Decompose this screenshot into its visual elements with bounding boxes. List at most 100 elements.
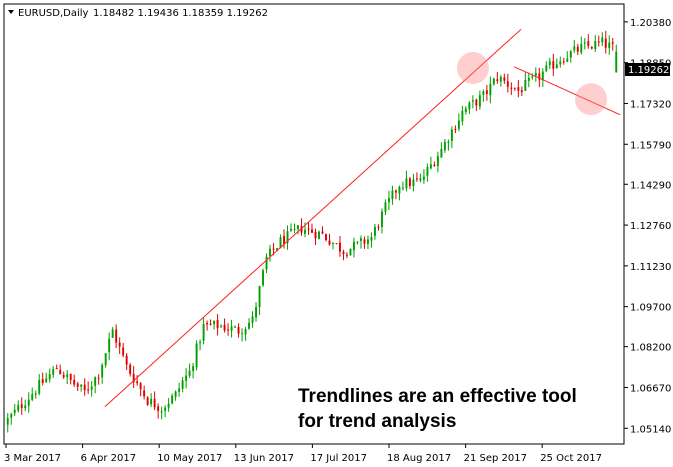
- candle: [429, 156, 432, 170]
- candle: [405, 170, 408, 192]
- candle: [59, 364, 62, 375]
- candle: [311, 223, 313, 234]
- candle: [17, 400, 20, 413]
- candle: [52, 366, 55, 378]
- candle: [443, 139, 446, 153]
- candle: [66, 370, 69, 385]
- candle-body: [188, 370, 191, 376]
- candle: [552, 53, 555, 77]
- candle-body: [506, 81, 509, 87]
- candle-body: [62, 374, 65, 378]
- candle: [251, 311, 254, 328]
- candle: [366, 235, 369, 250]
- candle: [258, 285, 261, 315]
- candle-body: [373, 226, 376, 236]
- candle-body: [454, 128, 457, 130]
- candle: [216, 314, 219, 336]
- annotation-line-2: for trend analysis: [298, 411, 456, 432]
- candle: [370, 232, 373, 248]
- candle-body: [583, 42, 586, 44]
- candle: [608, 35, 611, 55]
- candle: [601, 32, 604, 47]
- candle: [426, 163, 429, 182]
- candle-body: [258, 286, 261, 308]
- candle-body: [594, 40, 597, 50]
- candle-body: [380, 211, 383, 227]
- candle: [34, 390, 37, 399]
- candle: [346, 252, 348, 259]
- candle-body: [377, 226, 380, 228]
- candle-body: [597, 41, 600, 43]
- candle: [38, 374, 41, 396]
- candle: [332, 242, 334, 250]
- candle: [513, 87, 516, 91]
- candle-body: [45, 378, 48, 383]
- candle: [101, 363, 104, 384]
- candle: [377, 224, 380, 231]
- candles-group: [6, 30, 618, 433]
- candle: [87, 381, 90, 394]
- candle-body: [464, 108, 467, 113]
- candle-body: [475, 99, 478, 106]
- candle: [440, 142, 443, 158]
- candle-body: [349, 248, 352, 256]
- candle: [10, 412, 13, 425]
- candle-body: [314, 231, 317, 239]
- candle-body: [489, 83, 492, 96]
- candle-body: [122, 347, 125, 356]
- candle: [48, 368, 51, 383]
- candle-body: [615, 51, 618, 73]
- candle-body: [447, 142, 450, 144]
- current-price-text: 1.19262: [628, 65, 669, 76]
- symbol-dropdown-icon[interactable]: [8, 10, 14, 14]
- chart-symbol-label: EURUSD,Daily: [18, 8, 89, 19]
- candle-body: [111, 329, 114, 338]
- candle: [24, 399, 27, 412]
- chart-ohlc-label: 1.18482 1.19436 1.18359 1.19262: [93, 8, 268, 19]
- candle: [286, 225, 289, 250]
- candle-body: [545, 65, 548, 71]
- candle-body: [422, 176, 425, 180]
- candle: [373, 224, 376, 240]
- candle-body: [496, 79, 499, 81]
- y-axis: 1.203801.188501.173201.157901.142901.127…: [624, 18, 671, 435]
- candle-body: [391, 190, 394, 200]
- candle-body: [129, 364, 132, 374]
- candle-body: [265, 256, 268, 270]
- candle: [300, 218, 303, 236]
- candle: [356, 241, 359, 245]
- candle: [171, 393, 174, 405]
- candle: [482, 89, 485, 102]
- candle: [380, 208, 383, 234]
- candle-body: [167, 403, 170, 408]
- candle-body: [94, 377, 97, 386]
- candle: [94, 376, 97, 394]
- candle-body: [307, 228, 310, 230]
- candle: [143, 385, 146, 400]
- candle: [318, 230, 320, 240]
- candle: [447, 139, 450, 151]
- candle-body: [73, 379, 76, 385]
- candle-body: [213, 320, 216, 325]
- candle-body: [59, 369, 62, 375]
- candle: [132, 366, 135, 388]
- candle-body: [569, 51, 572, 58]
- y-tick-label: 1.06670: [630, 383, 671, 394]
- candle-body: [433, 164, 436, 166]
- candle-body: [293, 228, 296, 230]
- candle: [468, 101, 471, 114]
- candle-body: [125, 355, 128, 365]
- candle: [408, 176, 411, 190]
- candle: [185, 368, 188, 389]
- candle: [269, 244, 271, 262]
- candle-body: [216, 319, 219, 328]
- candle-body: [174, 391, 177, 397]
- candle: [387, 190, 390, 210]
- candle-body: [227, 329, 230, 331]
- candle-body: [366, 239, 369, 244]
- candle: [325, 233, 327, 242]
- candle: [220, 324, 223, 328]
- candle-body: [552, 61, 555, 69]
- candle: [422, 169, 425, 184]
- candle-body: [10, 414, 13, 418]
